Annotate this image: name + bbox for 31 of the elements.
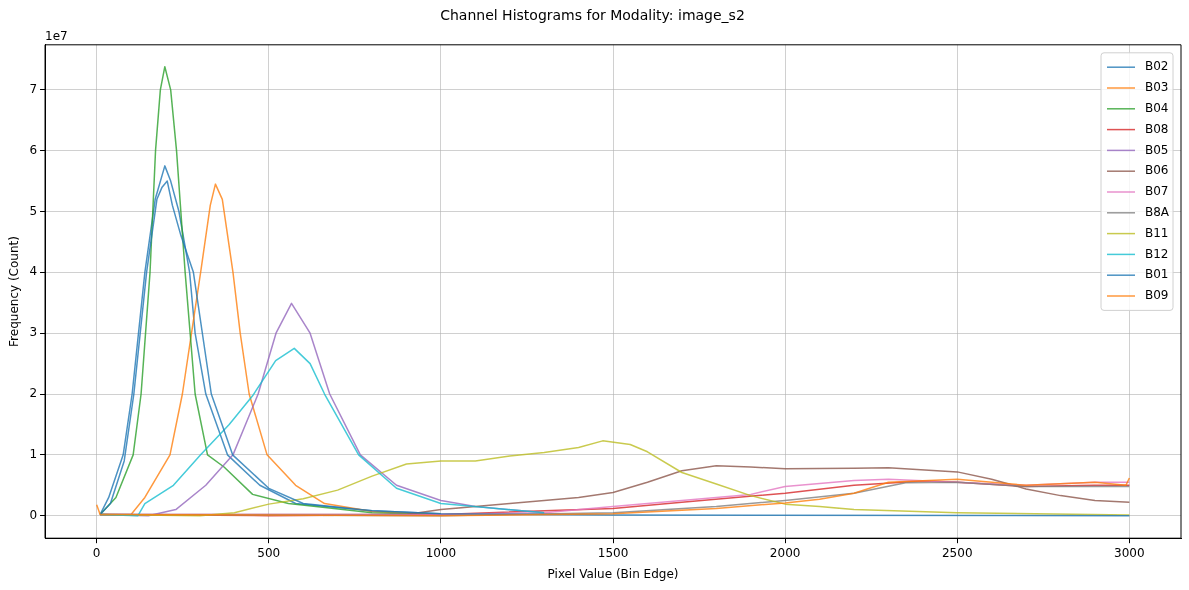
y-tick-label: 6 <box>29 142 38 157</box>
y-tick-label: 2 <box>29 386 38 401</box>
legend-label: B01 <box>1145 267 1169 282</box>
text: 1e7 <box>45 28 68 43</box>
legend-label: B02 <box>1145 59 1169 74</box>
legend-label: B07 <box>1145 184 1169 199</box>
legend-label: B11 <box>1145 225 1169 240</box>
y-tick-label: 5 <box>29 203 38 218</box>
y-tick-label: 7 <box>29 81 38 96</box>
x-tick-label: 1000 <box>425 545 457 560</box>
y-axis-title: Frequency (Count) <box>7 236 22 347</box>
x-axis-title: Pixel Value (Bin Edge) <box>547 566 679 581</box>
legend-label: B8A <box>1145 204 1170 219</box>
y-tick-label: 4 <box>29 264 38 279</box>
x-tick-label: 2500 <box>941 545 973 560</box>
x-tick-label: 3000 <box>1114 545 1145 560</box>
legend-label: B08 <box>1145 121 1169 136</box>
legend-label: B09 <box>1145 288 1169 303</box>
legend-label: B06 <box>1145 163 1169 178</box>
x-tick-label: 0 <box>92 545 101 560</box>
legend-label: B04 <box>1145 100 1169 115</box>
legend-label: B03 <box>1145 80 1169 95</box>
legend-label: B12 <box>1145 246 1169 261</box>
x-tick-label: 500 <box>257 545 281 560</box>
chart-title: Channel Histograms for Modality: image_s2 <box>440 7 745 24</box>
x-tick-label: 2000 <box>769 545 801 560</box>
x-tick-label: 1500 <box>597 545 629 560</box>
y-tick-label: 1 <box>29 446 38 461</box>
y-tick-label: 0 <box>29 507 38 522</box>
legend-label: B05 <box>1145 142 1169 157</box>
y-tick-label: 3 <box>29 325 38 340</box>
